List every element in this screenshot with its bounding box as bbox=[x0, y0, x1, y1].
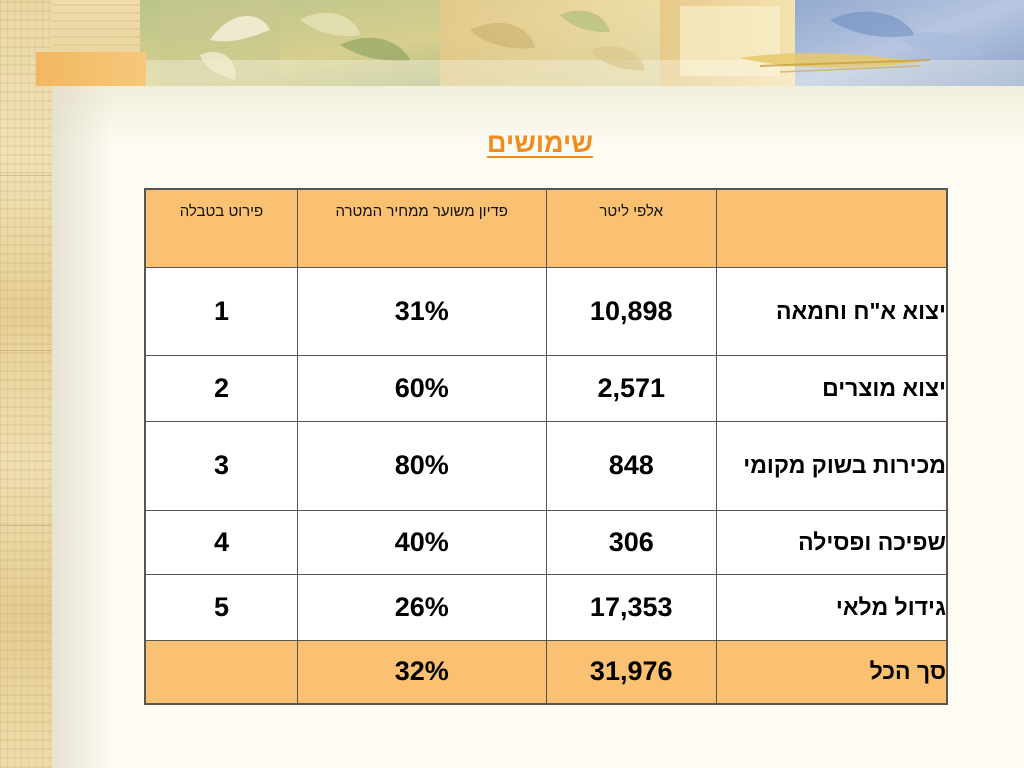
row-liters: 2,571 bbox=[545, 354, 717, 422]
table-row: יצוא א"ח וחמאה 10,898 31% 1 bbox=[144, 266, 948, 356]
row-redemption: 31% bbox=[296, 266, 547, 356]
table-header-row: אלפי ליטר פדיון משוער ממחיר המטרה פירוט … bbox=[144, 188, 948, 268]
row-liters: 306 bbox=[545, 509, 717, 575]
left-shadow bbox=[52, 86, 112, 768]
row-redemption: 40% bbox=[296, 509, 547, 575]
header-breakdown: פירוט בטבלה bbox=[144, 188, 298, 268]
row-name: יצוא א"ח וחמאה bbox=[715, 266, 948, 356]
header-redemption: פדיון משוער ממחיר המטרה bbox=[296, 188, 547, 268]
table-total-row: סך הכל 31,976 32% bbox=[144, 639, 948, 705]
row-liters: 17,353 bbox=[545, 573, 717, 641]
row-redemption: 80% bbox=[296, 420, 547, 511]
table-row: שפיכה ופסילה 306 40% 4 bbox=[144, 509, 948, 575]
table-row: גידול מלאי 17,353 26% 5 bbox=[144, 573, 948, 641]
row-redemption: 26% bbox=[296, 573, 547, 641]
accent-bar bbox=[36, 52, 146, 86]
table-row: יצוא מוצרים 2,571 60% 2 bbox=[144, 354, 948, 422]
total-name: סך הכל bbox=[715, 639, 948, 705]
table-row: מכירות בשוק מקומי 848 80% 3 bbox=[144, 420, 948, 511]
row-liters: 848 bbox=[545, 420, 717, 511]
header-liters: אלפי ליטר bbox=[545, 188, 717, 268]
row-breakdown: 2 bbox=[144, 354, 298, 422]
total-breakdown bbox=[144, 639, 298, 705]
leaf-collage-banner bbox=[140, 0, 1024, 86]
row-breakdown: 5 bbox=[144, 573, 298, 641]
total-liters: 31,976 bbox=[545, 639, 717, 705]
row-breakdown: 4 bbox=[144, 509, 298, 575]
row-name: יצוא מוצרים bbox=[715, 354, 948, 422]
usage-table: אלפי ליטר פדיון משוער ממחיר המטרה פירוט … bbox=[144, 188, 948, 705]
parchment-border bbox=[0, 0, 52, 768]
row-liters: 10,898 bbox=[545, 266, 717, 356]
row-redemption: 60% bbox=[296, 354, 547, 422]
total-redemption: 32% bbox=[296, 639, 547, 705]
row-name: מכירות בשוק מקומי bbox=[715, 420, 948, 511]
row-name: גידול מלאי bbox=[715, 573, 948, 641]
banner-fade bbox=[52, 86, 1024, 146]
row-name: שפיכה ופסילה bbox=[715, 509, 948, 575]
row-breakdown: 1 bbox=[144, 266, 298, 356]
page-title: שימושים bbox=[487, 128, 593, 158]
header-name bbox=[715, 188, 948, 268]
row-breakdown: 3 bbox=[144, 420, 298, 511]
